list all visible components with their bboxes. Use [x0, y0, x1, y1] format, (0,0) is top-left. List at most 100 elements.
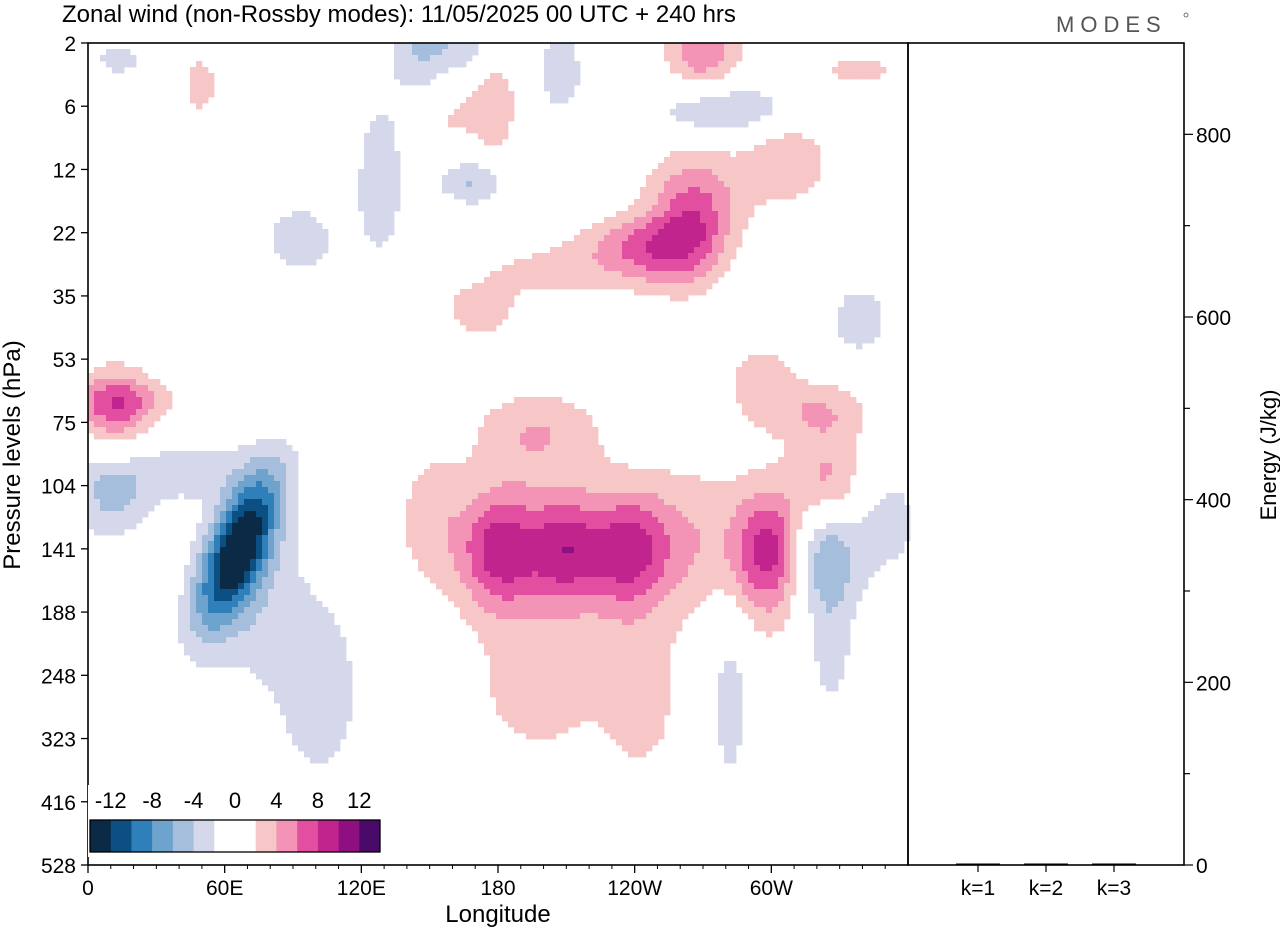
heatmap-cell — [118, 49, 125, 56]
heatmap-cell — [454, 493, 461, 500]
heatmap-cell — [712, 151, 719, 158]
heatmap-cell — [280, 631, 287, 638]
heatmap-cell — [430, 475, 437, 482]
heatmap-cell — [316, 613, 323, 620]
heatmap-cell — [478, 133, 485, 140]
heatmap-cell — [184, 577, 191, 584]
heatmap-cell — [226, 469, 233, 476]
heatmap-cell — [622, 277, 629, 284]
heatmap-cell — [238, 643, 245, 650]
heatmap-cell — [754, 355, 761, 362]
heatmap-cell — [862, 529, 869, 536]
heatmap-cell — [652, 181, 659, 188]
heatmap-cell — [814, 589, 821, 596]
heatmap-cell — [208, 79, 215, 86]
heatmap-cell — [772, 493, 779, 500]
heatmap-cell — [538, 265, 545, 272]
heatmap-cell — [472, 43, 479, 50]
heatmap-cell — [514, 415, 521, 422]
heatmap-cell — [814, 571, 821, 578]
heatmap-cell — [694, 559, 701, 566]
heatmap-cell — [94, 523, 101, 530]
heatmap-cell — [316, 253, 323, 260]
heatmap-cell — [388, 127, 395, 134]
heatmap-cell — [892, 499, 899, 506]
heatmap-cell — [598, 265, 605, 272]
heatmap-cell — [706, 199, 713, 206]
heatmap-cell — [634, 565, 641, 572]
heatmap-cell — [700, 259, 707, 266]
heatmap-cell — [568, 67, 575, 74]
heatmap-cell — [796, 163, 803, 170]
heatmap-cell — [658, 205, 665, 212]
heatmap-cell — [850, 535, 857, 542]
heatmap-cell — [724, 67, 731, 74]
heatmap-cell — [256, 475, 263, 482]
heatmap-cell — [244, 547, 251, 554]
heatmap-cell — [382, 229, 389, 236]
heatmap-cell — [304, 619, 311, 626]
heatmap-cell — [658, 493, 665, 500]
heatmap-cell — [280, 649, 287, 656]
heatmap-cell — [790, 409, 797, 416]
heatmap-cell — [826, 571, 833, 578]
heatmap-cell — [334, 649, 341, 656]
heatmap-cell — [274, 523, 281, 530]
heatmap-cell — [778, 481, 785, 488]
heatmap-cell — [736, 559, 743, 566]
heatmap-cell — [316, 235, 323, 242]
heatmap-cell — [796, 379, 803, 386]
heatmap-cell — [286, 505, 293, 512]
heatmap-cell — [658, 289, 665, 296]
heatmap-cell — [868, 61, 875, 68]
heatmap-cell — [550, 547, 557, 554]
heatmap-cell — [682, 187, 689, 194]
heatmap-cell — [688, 481, 695, 488]
heatmap-cell — [826, 583, 833, 590]
heatmap-cell — [700, 283, 707, 290]
heatmap-cell — [268, 481, 275, 488]
heatmap-cell — [766, 151, 773, 158]
heatmap-cell — [616, 577, 623, 584]
heatmap-cell — [694, 289, 701, 296]
heatmap-cell — [562, 469, 569, 476]
heatmap-cell — [322, 649, 329, 656]
heatmap-cell — [544, 277, 551, 284]
heatmap-cell — [868, 511, 875, 518]
heatmap-cell — [610, 619, 617, 626]
heatmap-cell — [646, 265, 653, 272]
heatmap-cell — [898, 529, 905, 536]
heatmap-cell — [742, 499, 749, 506]
heatmap-cell — [370, 169, 377, 176]
heatmap-cell — [580, 445, 587, 452]
heatmap-cell — [190, 469, 197, 476]
heatmap-cell — [838, 481, 845, 488]
heatmap-cell — [706, 577, 713, 584]
heatmap-cell — [724, 583, 731, 590]
heatmap-cell — [808, 145, 815, 152]
heatmap-cell — [772, 499, 779, 506]
heatmap-cell — [610, 223, 617, 230]
heatmap-cell — [196, 559, 203, 566]
heatmap-cell — [838, 313, 845, 320]
heatmap-cell — [796, 187, 803, 194]
heatmap-cell — [790, 445, 797, 452]
heatmap-cell — [202, 511, 209, 518]
heatmap-cell — [820, 601, 827, 608]
heatmap-cell — [484, 457, 491, 464]
heatmap-cell — [136, 391, 143, 398]
heatmap-cell — [682, 223, 689, 230]
heatmap-cell — [208, 451, 215, 458]
heatmap-cell — [592, 223, 599, 230]
heatmap-cell — [724, 481, 731, 488]
heatmap-cell — [838, 535, 845, 542]
heatmap-cell — [580, 259, 587, 266]
heatmap-cell — [808, 181, 815, 188]
heatmap-cell — [496, 121, 503, 128]
heatmap-cell — [808, 427, 815, 434]
heatmap-cell — [484, 643, 491, 650]
heatmap-cell — [460, 61, 467, 68]
heatmap-cell — [778, 415, 785, 422]
heatmap-cell — [364, 169, 371, 176]
heatmap-cell — [682, 169, 689, 176]
